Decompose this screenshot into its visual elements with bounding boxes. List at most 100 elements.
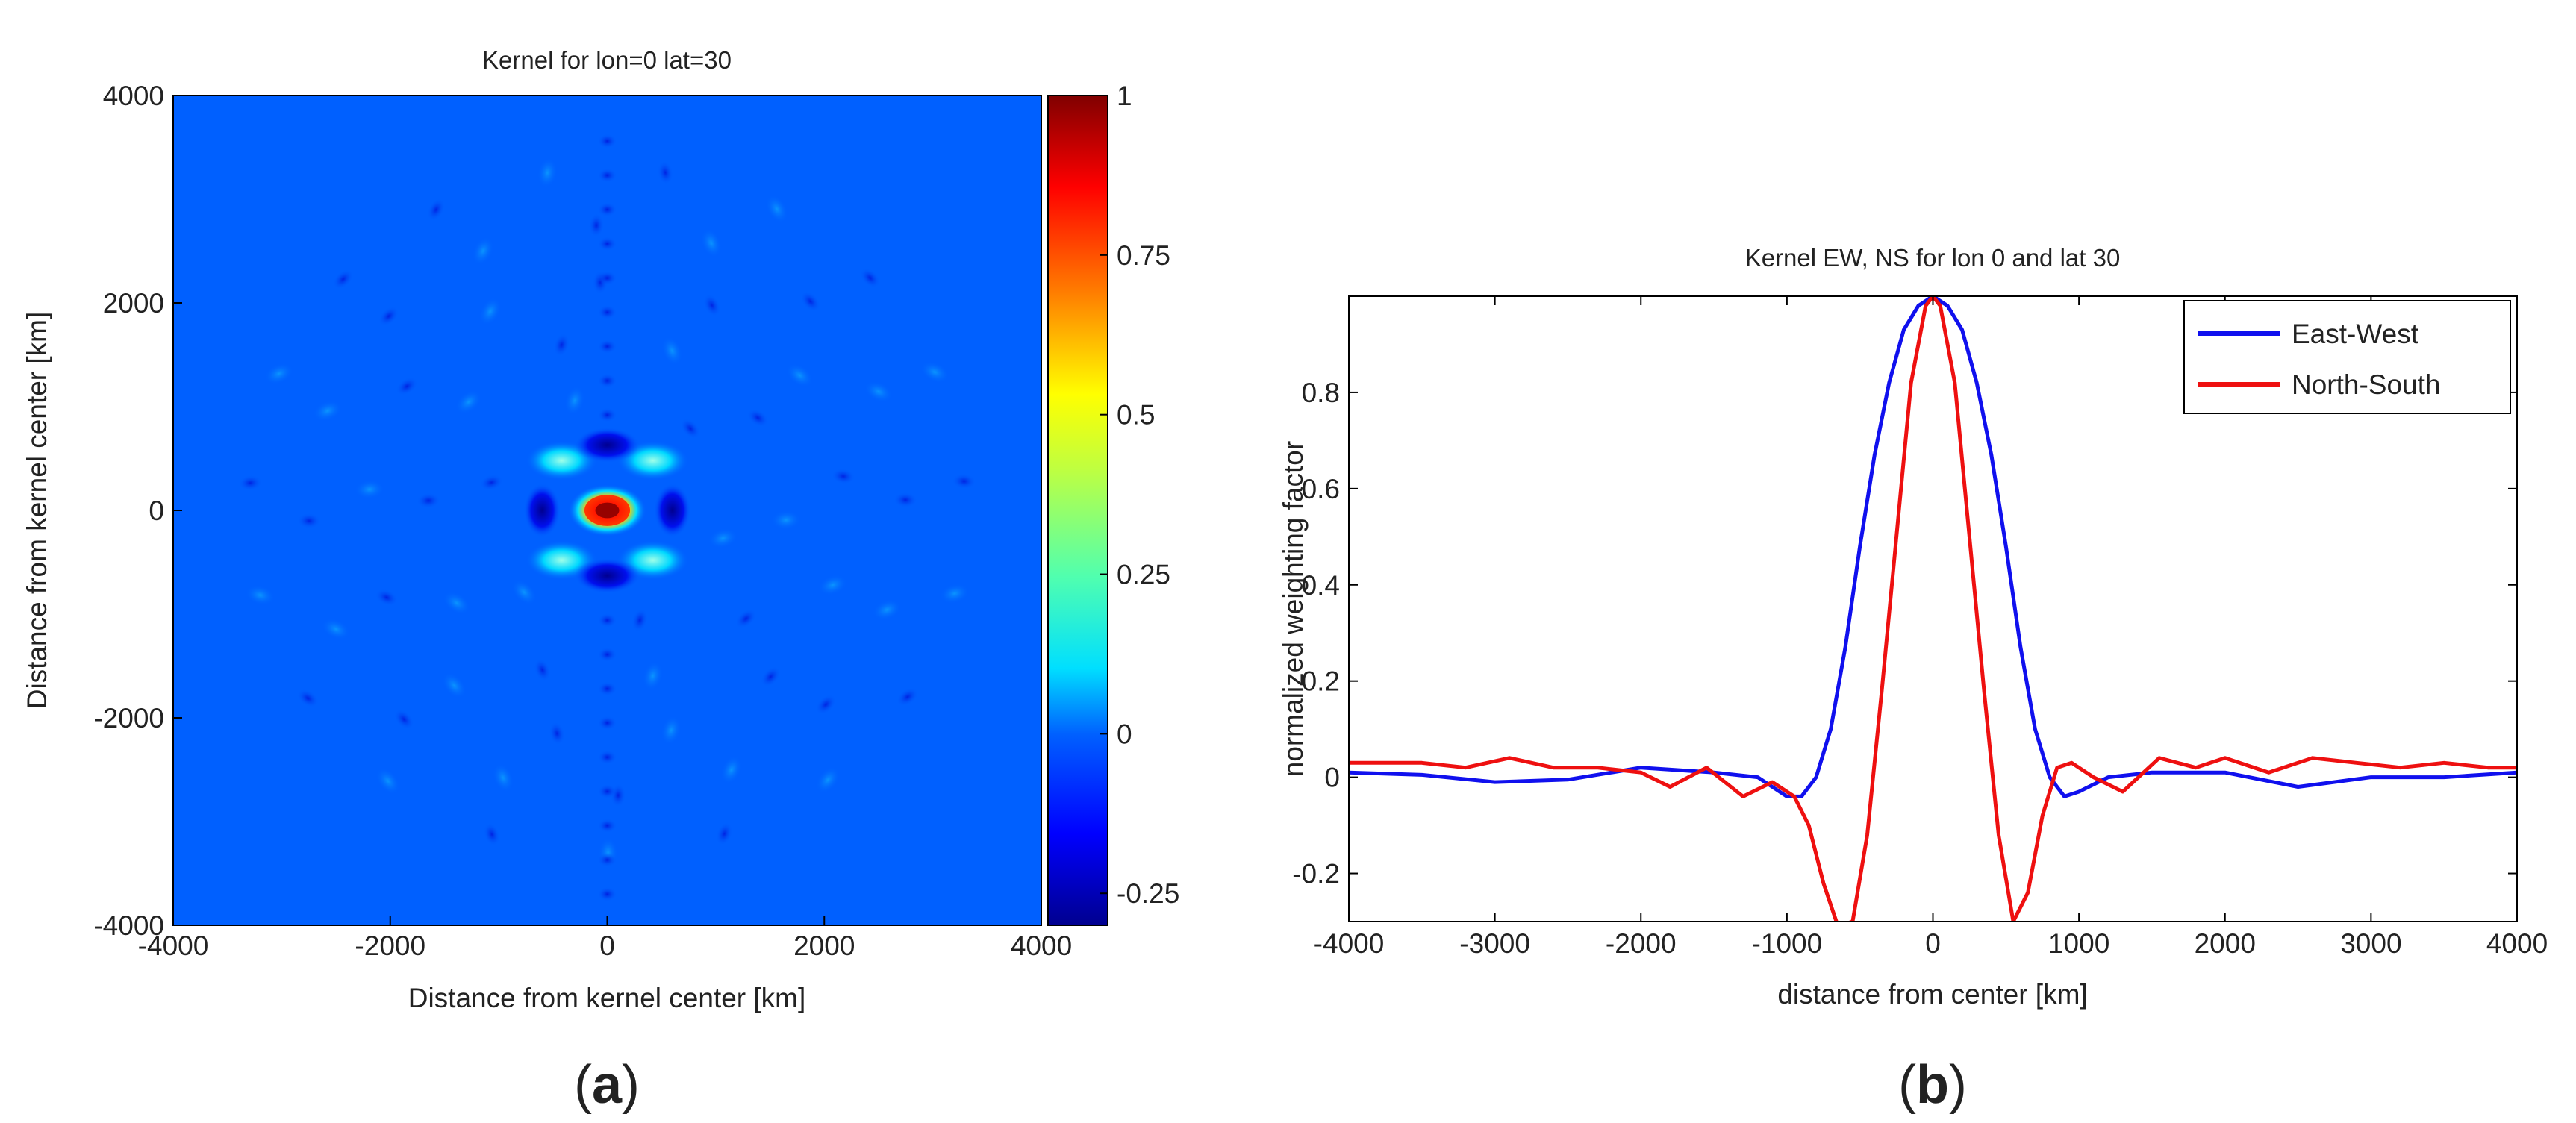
heatmap-texture-blob [396, 377, 418, 396]
heatmap-texture-blob [511, 579, 537, 605]
heatmap-y-tick-label: 0 [149, 495, 164, 526]
heatmap-x-tick-label: 2000 [793, 930, 855, 961]
heatmap-texture-blob [245, 584, 275, 606]
heatmap-texture-blob [859, 268, 881, 288]
heatmap-texture-blob [661, 715, 682, 745]
colorbar-tick-label: 0.5 [1117, 400, 1155, 431]
heatmap-ray-blob [597, 783, 617, 799]
heatmap-x-tick-label: 4000 [1011, 930, 1072, 961]
heatmap-ray-blob [597, 168, 617, 183]
panel-label-a-letter: a [592, 1055, 623, 1115]
heatmap-texture-blob [354, 479, 385, 500]
heatmap-texture-blob [657, 160, 673, 185]
heatmap-texture-blob [815, 766, 841, 794]
heatmap-texture-blob [296, 689, 319, 708]
legend-label-east-west: East-West [2292, 319, 2419, 349]
line-legend: East-West North-South [2183, 300, 2511, 414]
colorbar-tick-label: 0.25 [1117, 560, 1170, 590]
heatmap-texture-blob [735, 609, 757, 629]
heatmap-texture-blob [761, 666, 781, 687]
heatmap-texture-blob [872, 599, 902, 621]
heatmap-texture-blob [553, 333, 570, 357]
heatmap-ray-blob [597, 886, 617, 902]
heatmap-texture-blob [549, 722, 565, 745]
heatmap-feature [574, 427, 640, 463]
line-x-tick-label: 1000 [2048, 928, 2109, 959]
line-x-axis-label: distance from center [km] [1777, 979, 2087, 1010]
heatmap-ray-blob [597, 716, 617, 731]
colorbar-ticks: 1 0.75 0.5 0.25 0 -0.25 [1100, 81, 1179, 909]
heatmap-ray-blob [597, 270, 617, 286]
colorbar-tick-label: 1 [1117, 81, 1132, 111]
heatmap-x-tick-label: -4000 [138, 930, 209, 961]
heatmap-feature [523, 483, 561, 538]
heatmap-plot-area [173, 96, 1041, 925]
heatmap-texture-blob [831, 468, 855, 484]
line-chart-panel: Kernel EW, NS for lon 0 and lat 30 -4000… [1278, 244, 2548, 1115]
line-y-tick-label: 0 [1324, 763, 1340, 793]
heatmap-ray-blob [597, 202, 617, 217]
heatmap-texture-blob [378, 306, 399, 327]
line-x-tick-label: -1000 [1752, 928, 1823, 959]
panel-label-b: (b) [1898, 1055, 1967, 1115]
heatmap-x-axis-label: Distance from kernel center [km] [408, 983, 806, 1013]
heatmap-feature [574, 557, 640, 594]
line-y-ticks: -0.2 0 0.2 0.4 0.6 0.8 [1292, 378, 2517, 889]
heatmap-ray-blob [597, 134, 617, 148]
heatmap-texture-blob [770, 510, 802, 531]
heatmap-texture-blob [815, 694, 837, 715]
colorbar-tick-label: 0.75 [1117, 240, 1170, 271]
heatmap-y-tick-label: -2000 [93, 703, 164, 733]
heatmap-ray-blob [597, 750, 617, 765]
heatmap-texture-blob [478, 297, 502, 326]
heatmap-texture-blob [483, 822, 501, 846]
heatmap-texture-blob [375, 767, 401, 795]
heatmap-texture-blob [455, 390, 482, 415]
line-x-tick-label: 3000 [2340, 928, 2401, 959]
heatmap-ray-blob [597, 681, 617, 696]
heatmap-y-ticks: -4000 -2000 0 2000 4000 [93, 81, 182, 941]
heatmap-texture-blob [746, 408, 769, 428]
heatmap-ray-blob [597, 237, 617, 251]
line-y-axis-label: normalized weighting factor [1278, 441, 1309, 777]
heatmap-texture-blob [393, 709, 414, 730]
heatmap-texture-blob [564, 385, 585, 416]
heatmap-texture-blob [700, 228, 723, 258]
heatmap-y-axis-label: Distance from kernel center [km] [22, 312, 52, 710]
line-y-tick-label: 0.6 [1302, 474, 1340, 504]
heatmap-features [238, 134, 976, 902]
line-y-tick-label: 0.4 [1302, 570, 1340, 601]
line-x-tick-label: -3000 [1459, 928, 1530, 959]
heatmap-texture-blob [537, 157, 558, 188]
heatmap-ray-blob [597, 647, 617, 662]
heatmap-texture-blob [313, 400, 343, 422]
line-series-north-south [1349, 296, 2517, 922]
heatmap-texture-blob [920, 361, 949, 384]
heatmap-y-tick-label: 4000 [103, 81, 164, 111]
heatmap-texture-blob [680, 418, 701, 439]
heatmap-texture-blob [238, 475, 263, 491]
line-x-tick-label: -4000 [1314, 928, 1385, 959]
line-x-tick-label: 4000 [2486, 928, 2548, 959]
heatmap-texture-blob [631, 608, 649, 632]
heatmap-ray-blob [597, 407, 617, 422]
line-x-ticks: -4000 -3000 -2000 -1000 0 1000 2000 3000 4000 [1314, 296, 2548, 959]
heatmap-texture-blob [864, 381, 894, 403]
line-x-tick-label: 0 [1925, 928, 1941, 959]
heatmap-x-tick-label: -2000 [355, 930, 425, 961]
heatmap-texture-blob [708, 528, 738, 549]
heatmap-texture-blob [443, 591, 471, 615]
heatmap-texture-blob [479, 474, 504, 491]
heatmap-texture-blob [800, 291, 820, 312]
colorbar-bar [1048, 96, 1108, 925]
panel-label-b-letter: b [1916, 1055, 1949, 1115]
heatmap-x-tick-label: 0 [599, 930, 615, 961]
heatmap-texture-blob [427, 198, 445, 222]
heatmap-texture-blob [703, 294, 721, 317]
heatmap-texture-blob [716, 822, 733, 845]
heatmap-texture-blob [818, 574, 848, 596]
line-x-tick-label: -2000 [1606, 928, 1677, 959]
heatmap-peak-core [595, 502, 620, 519]
heatmap-texture-blob [264, 363, 294, 385]
